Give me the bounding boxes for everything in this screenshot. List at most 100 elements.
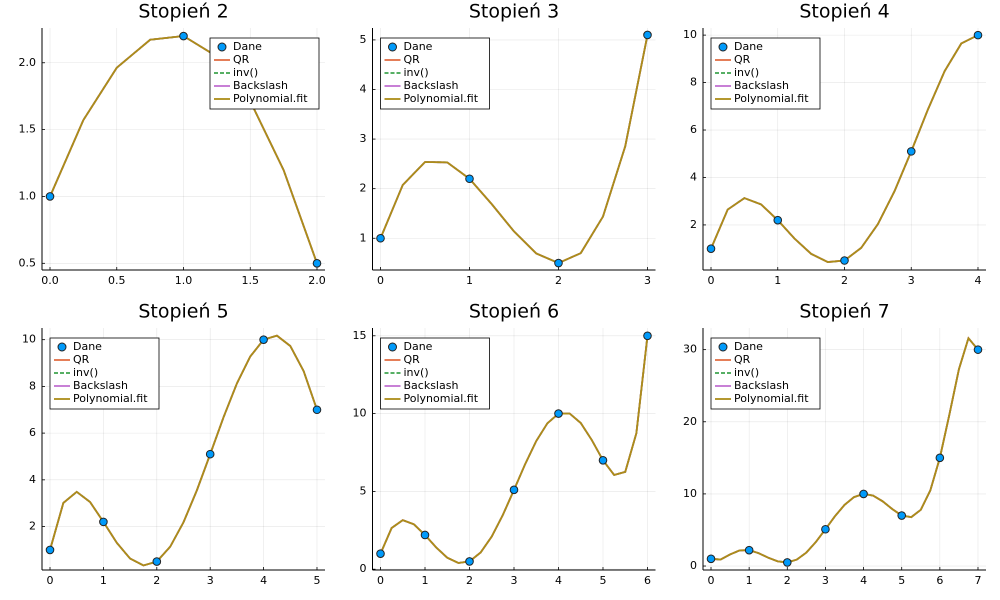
data-point	[312, 259, 322, 268]
y-tick-label: 1.0	[19, 189, 37, 202]
data-point	[420, 530, 430, 540]
data-point	[259, 335, 268, 344]
data-point	[973, 345, 983, 354]
y-tick-label: 1	[360, 231, 367, 244]
data-point	[706, 554, 716, 564]
y-tick-label: 8	[690, 76, 697, 89]
legend-label: Dane	[404, 340, 433, 353]
x-tick-label: 2	[784, 574, 791, 587]
y-tick-label: 4	[29, 473, 36, 486]
y-tick-label: 2	[360, 182, 367, 195]
legend-label: QR	[73, 353, 90, 366]
y-tick-label: 0.5	[19, 256, 37, 269]
y-tick-label: 4	[690, 170, 697, 183]
data-point	[821, 524, 830, 534]
x-tick-label: 5	[313, 574, 320, 587]
data-point	[376, 549, 385, 558]
data-point	[376, 233, 385, 243]
y-tick-label: 0	[690, 559, 697, 572]
x-tick-label: 6	[644, 574, 651, 587]
x-tick-label: 3	[207, 574, 214, 587]
x-tick-label: 3	[908, 274, 915, 287]
legend-label: Polynomial.fit	[734, 92, 809, 105]
data-point	[45, 545, 55, 555]
subplot: Stopień 4 0 1 2 3 4 2 4 6 8 10 DaneQRinv()Backslash…	[683, 1, 986, 287]
subplot-title: Stopień 5	[138, 301, 228, 323]
legend-label: QR	[734, 53, 751, 66]
y-tick-label: 3	[360, 132, 367, 145]
x-tick-label: 1	[422, 574, 429, 587]
legend-label: inv()	[73, 366, 98, 379]
x-tick-label: 2	[555, 274, 562, 287]
data-point	[205, 449, 215, 459]
data-point	[859, 489, 868, 499]
legend-label: Dane	[233, 40, 262, 53]
data-point	[554, 409, 563, 418]
legend-marker	[718, 42, 728, 52]
x-tick-label: 5	[599, 574, 606, 587]
y-tick-label: 5	[360, 484, 367, 497]
legend-label: inv()	[404, 366, 429, 379]
subplot-title: Stopień 4	[799, 1, 889, 23]
y-tick-label: 8	[29, 379, 36, 392]
data-point	[744, 545, 754, 555]
x-tick-label: 4	[860, 574, 867, 587]
data-point	[973, 30, 983, 40]
x-tick-label: 2	[153, 574, 160, 587]
data-point	[598, 455, 608, 465]
data-point	[643, 30, 652, 40]
subplot-title: Stopień 2	[138, 1, 228, 23]
x-tick-label: 0	[377, 274, 384, 287]
data-point	[773, 215, 783, 225]
y-tick-label: 2	[690, 218, 697, 231]
data-point	[465, 174, 474, 184]
y-tick-label: 5	[360, 33, 367, 46]
x-tick-label: 2	[466, 574, 473, 587]
legend-label: QR	[404, 353, 421, 366]
legend-label: QR	[734, 353, 751, 366]
subplot: Stopień 3 0 1 2 3 1 2 3 4 5 DaneQRinv()BackslashPo…	[360, 1, 656, 287]
data-point	[45, 192, 55, 201]
legend-label: inv()	[734, 366, 759, 379]
x-tick-label: 3	[822, 574, 829, 587]
y-tick-label: 6	[690, 123, 697, 136]
data-point	[554, 258, 563, 268]
x-tick-label: 1	[100, 574, 107, 587]
legend-label: Backslash	[734, 379, 789, 392]
x-tick-label: 4	[974, 274, 981, 287]
legend-label: Polynomial.fit	[73, 392, 148, 405]
y-tick-label: 10	[353, 407, 367, 420]
y-tick-label: 30	[683, 343, 697, 356]
data-point	[465, 557, 474, 566]
x-tick-label: 4	[260, 574, 267, 587]
x-tick-label: 0.5	[108, 274, 126, 287]
legend-label: inv()	[734, 66, 759, 79]
data-point	[312, 405, 322, 415]
legend-label: Backslash	[233, 79, 288, 92]
subplot: Stopień 5 0 1 2 3 4 5 2 4 6 8 10 DaneQRinv()Backslas…	[22, 301, 325, 587]
legend-label: Backslash	[734, 79, 789, 92]
data-point	[152, 557, 162, 566]
data-point	[782, 558, 792, 567]
y-tick-label: 0	[360, 562, 367, 575]
subplot-title: Stopień 6	[469, 301, 559, 323]
subplot: Stopień 7 0 1 2 3 4 5 6 7 0 10 20 30 DaneQRinv()Backs…	[683, 301, 986, 587]
y-tick-label: 15	[353, 329, 367, 342]
data-point	[509, 485, 519, 495]
x-tick-label: 1	[466, 274, 473, 287]
y-tick-label: 10	[22, 333, 36, 346]
legend-label: Polynomial.fit	[734, 392, 809, 405]
curve	[49, 334, 318, 567]
legend-marker	[388, 342, 397, 352]
x-tick-label: 2	[841, 274, 848, 287]
curve	[710, 336, 979, 564]
data-point	[906, 147, 916, 156]
y-tick-label: 1.5	[19, 123, 37, 136]
data-point	[897, 511, 907, 520]
legend-marker	[217, 42, 227, 52]
x-tick-label: 1	[746, 574, 753, 587]
y-tick-label: 10	[683, 28, 697, 41]
legend-label: Backslash	[404, 379, 459, 392]
